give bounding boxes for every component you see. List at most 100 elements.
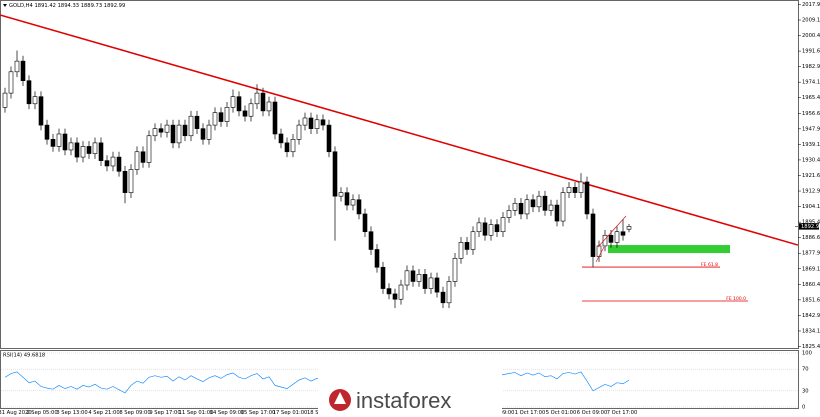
candle-body <box>566 186 572 193</box>
candle-body <box>392 293 398 300</box>
menu-icon <box>3 4 7 7</box>
candle-body <box>32 96 38 105</box>
y-tick-label: 1869.15 <box>802 266 820 272</box>
candle-body <box>158 128 164 133</box>
candle-body <box>254 92 260 105</box>
candle-body <box>104 160 110 167</box>
x-tick-label: 18 Sep <box>307 410 326 416</box>
rsi-tick-label: 0 <box>802 405 805 411</box>
candle-body <box>194 115 200 129</box>
candle-body <box>260 92 266 112</box>
candle-body <box>230 96 236 108</box>
y-tick-label: 1939.15 <box>802 142 820 148</box>
candle-body <box>206 124 212 140</box>
candle-body <box>38 96 44 126</box>
price-panel <box>0 0 799 349</box>
candle-body <box>422 274 428 289</box>
y-tick-label: 1930.40 <box>802 157 820 163</box>
y-tick-label: 1886.65 <box>802 235 820 241</box>
y-tick-label: 1904.15 <box>802 204 820 210</box>
chart-title: GOLD,H4 1891.42 1894.33 1889.73 1892.99 <box>9 3 125 9</box>
candle-body <box>518 202 524 215</box>
candle-body <box>494 224 500 233</box>
x-tick-label: 11 Sep 01:00 <box>179 410 214 416</box>
candle-body <box>506 210 512 218</box>
candle-body <box>602 234 608 247</box>
candle-body <box>410 270 416 282</box>
candle-body <box>146 135 152 163</box>
fib-level-label: FE 61.8 <box>701 262 718 268</box>
candle-body <box>362 213 368 233</box>
candle-body <box>320 119 326 126</box>
candle-body <box>314 119 320 129</box>
rsi-tick-label: 30 <box>802 388 809 394</box>
candle-body <box>332 151 338 197</box>
x-tick-label: 9 Sep 17:00 <box>149 410 180 416</box>
y-tick-label: 1825.40 <box>802 344 820 350</box>
candle-body <box>428 277 434 289</box>
pattern-line <box>597 215 627 248</box>
trendline <box>0 14 799 246</box>
x-tick-label: 17 Sep 01:00 <box>273 410 308 416</box>
x-tick-label: 3 Sep 13:00 <box>56 410 87 416</box>
candle-body <box>242 110 248 117</box>
candle-body <box>608 234 614 243</box>
candle-body <box>488 224 494 236</box>
y-tick-label: 2017.90 <box>802 2 820 8</box>
rsi-tick-label: 70 <box>802 367 809 373</box>
y-tick-label: 1965.40 <box>802 95 820 101</box>
candle-body <box>416 274 422 282</box>
x-tick-label: 2 Sep 05:00 <box>26 410 57 416</box>
y-tick-label: 1921.65 <box>802 173 820 179</box>
candle-body <box>98 142 104 161</box>
candle-body <box>182 124 188 137</box>
candle-body <box>308 117 314 129</box>
y-tick-label: 1991.65 <box>802 49 820 55</box>
y-tick-label: 2009.15 <box>802 17 820 23</box>
candle-body <box>236 96 242 112</box>
candle-body <box>56 133 62 147</box>
watermark: instaforex <box>318 368 502 417</box>
current-price-box <box>799 223 819 230</box>
candle-body <box>62 133 68 151</box>
candle-body <box>20 60 26 81</box>
candle-body <box>218 112 224 122</box>
candle-body <box>302 117 308 126</box>
candle-body <box>284 142 290 153</box>
candle-body <box>440 291 446 304</box>
candle-body <box>92 142 98 154</box>
candle-body <box>512 202 518 211</box>
candle-body <box>368 231 374 250</box>
x-tick-label: 09:00 <box>500 410 515 416</box>
candle-body <box>14 60 20 73</box>
x-tick-label: 15 Sep 17:00 <box>241 410 276 416</box>
candle-body <box>596 245 602 257</box>
candle-body <box>80 146 86 158</box>
y-tick-label: 1912.90 <box>802 189 820 195</box>
candle-body <box>548 204 554 211</box>
y-tick-label: 1947.90 <box>802 126 820 132</box>
candle-body <box>86 146 92 154</box>
watermark-text: instaforex <box>356 388 451 413</box>
candle-body <box>344 192 350 206</box>
candle-body <box>44 124 50 140</box>
candle-body <box>500 217 506 233</box>
candle-body <box>164 124 170 133</box>
y-tick-label: 1851.65 <box>802 297 820 303</box>
candle-body <box>278 133 284 144</box>
candle-body <box>8 71 14 94</box>
y-tick-label: 1834.15 <box>802 328 820 334</box>
target-zone <box>608 245 730 254</box>
candle-body <box>326 124 332 153</box>
candle-body <box>170 124 176 144</box>
x-tick-label: 7 Oct 17:00 <box>607 410 638 416</box>
candle-body <box>452 258 458 282</box>
candle-body <box>110 156 116 167</box>
watermark-background <box>318 368 502 417</box>
candle-body <box>140 151 146 163</box>
x-tick-label: 6 Oct 09:00 <box>577 410 608 416</box>
candle-body <box>50 139 56 147</box>
candle-body <box>524 199 530 215</box>
candle-body <box>614 231 620 243</box>
